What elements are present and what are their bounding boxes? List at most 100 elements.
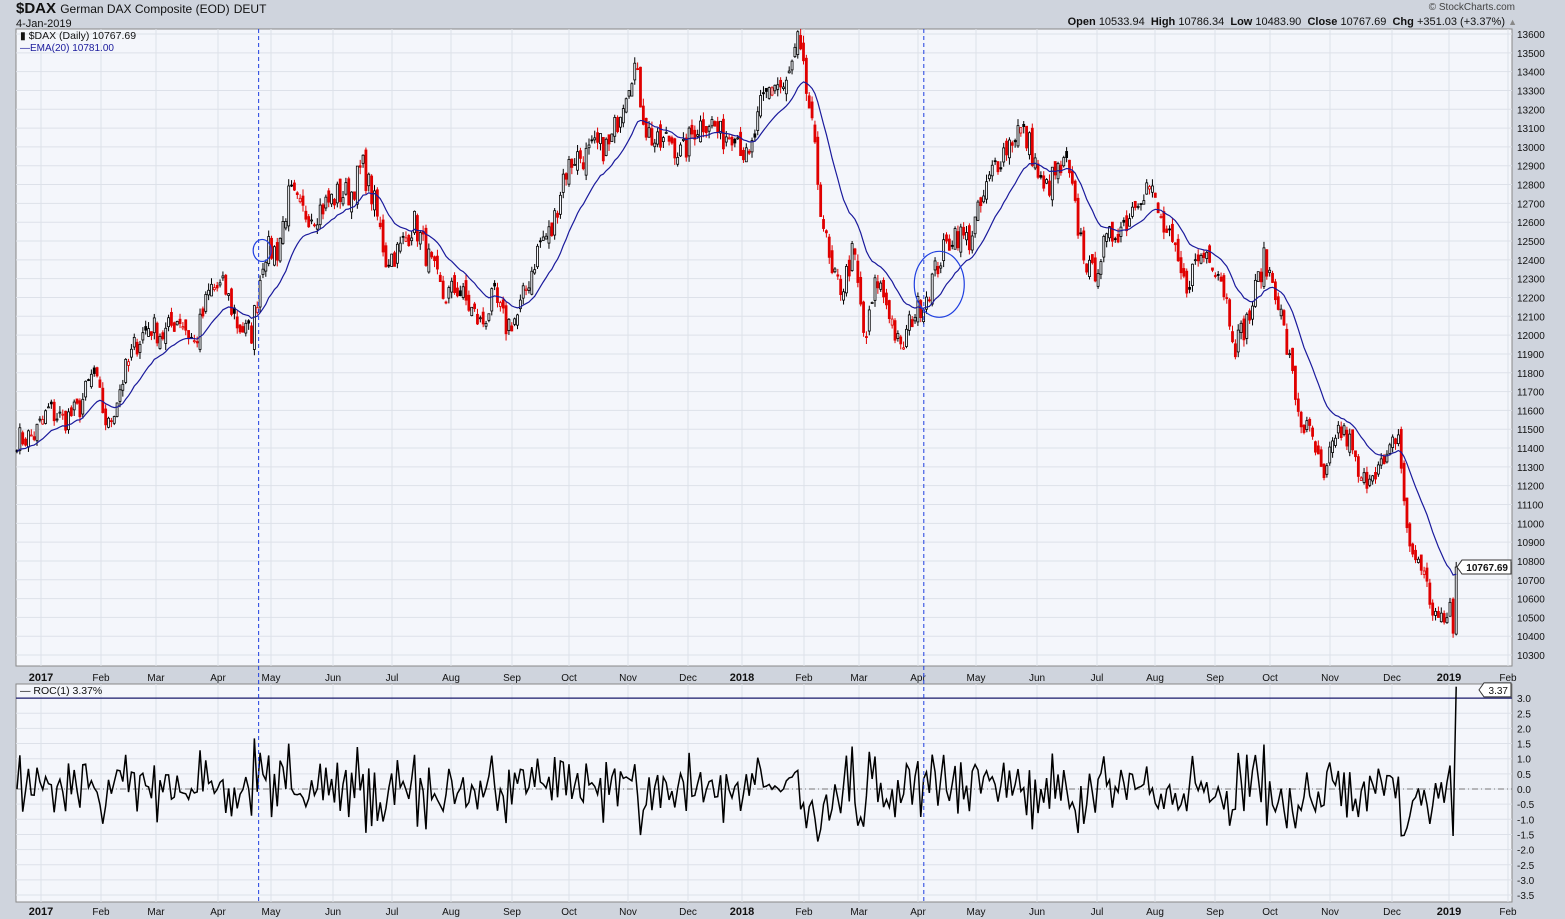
candle-body <box>238 324 242 333</box>
candle-body <box>736 137 740 140</box>
candle-body <box>1242 318 1246 341</box>
candle-body <box>1062 157 1066 167</box>
candle-body <box>1448 601 1452 617</box>
candle-body <box>613 117 617 137</box>
candle-body <box>576 151 579 171</box>
time-tick-label: Feb <box>795 907 813 918</box>
candle-body <box>690 124 694 135</box>
candle-body <box>458 290 462 297</box>
price-tick-label: 13400 <box>1517 68 1545 79</box>
price-tick-label: 10300 <box>1517 651 1545 662</box>
roc-tick-label: 1.5 <box>1517 740 1531 751</box>
candle-body <box>985 181 988 200</box>
candle-body <box>979 197 983 207</box>
candle-body <box>1208 245 1212 263</box>
candle-body <box>1316 445 1320 455</box>
candle-body <box>1371 475 1375 482</box>
price-tick-label: 12000 <box>1517 331 1545 342</box>
candle-body <box>847 259 851 277</box>
candle-body <box>1233 343 1237 358</box>
candle-body <box>84 380 88 398</box>
candle-body <box>702 119 705 133</box>
candle-body <box>593 137 597 141</box>
candle-body <box>330 193 334 205</box>
candle-body <box>913 316 917 322</box>
price-tick-label: 10500 <box>1517 613 1545 624</box>
candle-body <box>887 300 891 320</box>
candle-body <box>579 150 582 159</box>
candle-body <box>1076 197 1080 236</box>
time-tick-label: Feb <box>1499 673 1517 684</box>
candle-body <box>696 134 700 137</box>
time-tick-label: Jul <box>386 907 399 918</box>
candle-body <box>313 224 316 227</box>
candle-body <box>1148 186 1151 190</box>
candle-body <box>910 319 914 328</box>
candle-body <box>550 222 554 236</box>
candle-body <box>1256 271 1260 282</box>
candle-body <box>135 341 139 355</box>
candle-body <box>1425 567 1429 582</box>
candle-body <box>1225 297 1229 299</box>
candle-body <box>739 131 742 157</box>
candle-body <box>353 191 356 200</box>
ema-line <box>16 81 1457 576</box>
candle-body <box>719 120 722 134</box>
close-value: 10767.69 <box>1340 16 1387 28</box>
candle-body <box>1013 140 1017 143</box>
open-value: 10533.94 <box>1098 16 1145 28</box>
candle-body <box>1156 202 1160 214</box>
candle-body <box>52 401 56 422</box>
candle-body <box>1374 471 1377 480</box>
roc-last-tag-box <box>1478 682 1512 698</box>
candle-body <box>75 398 79 404</box>
candle-body <box>993 160 997 163</box>
candle-body <box>762 92 765 95</box>
time-tick-label: Apr <box>910 673 926 684</box>
candle-body <box>310 219 313 222</box>
candle-body <box>1162 211 1166 233</box>
candle-body <box>1279 308 1283 317</box>
candle-body <box>1065 151 1069 158</box>
candle-body <box>275 242 279 261</box>
candle-body <box>1093 257 1097 282</box>
time-tick-label: Feb <box>795 673 813 684</box>
candle-body <box>1274 281 1277 301</box>
candle-body <box>1296 398 1300 412</box>
candle-body <box>879 282 883 290</box>
candle-body <box>476 313 479 325</box>
candle-body <box>401 235 405 238</box>
candle-body <box>172 322 176 332</box>
time-tick-label: Sep <box>1206 907 1224 918</box>
candle-body <box>167 317 170 328</box>
candle-body <box>287 185 291 227</box>
candle-body <box>927 299 931 302</box>
candle-body <box>367 173 371 187</box>
copyright: © StockCharts.com <box>1428 2 1515 13</box>
candle-body <box>1122 219 1126 223</box>
candle-body <box>776 84 780 90</box>
candle-body <box>619 116 622 128</box>
price-tick-label: 11300 <box>1517 463 1545 474</box>
candle-body <box>1294 365 1297 400</box>
candle-body <box>641 105 645 125</box>
candle-body <box>41 419 45 425</box>
candle-body <box>1408 523 1412 547</box>
roc-tick-label: 0.0 <box>1517 785 1531 796</box>
candle-body <box>1365 471 1369 489</box>
time-tick-label: Mar <box>147 907 165 918</box>
candle-body <box>347 178 351 206</box>
candle-body <box>870 301 874 304</box>
candle-body <box>27 430 30 448</box>
candle-body <box>633 62 637 81</box>
candle-body <box>1068 159 1071 174</box>
candle-body <box>112 416 116 424</box>
price-tick-label: 12900 <box>1517 162 1545 173</box>
candle-body <box>355 165 359 205</box>
candle-body <box>836 274 840 277</box>
time-tick-label: Oct <box>1262 673 1278 684</box>
candle-body <box>89 373 93 388</box>
time-tick-label: Jun <box>1029 907 1045 918</box>
roc-tick-label: 2.0 <box>1517 724 1531 735</box>
candle-body <box>1193 259 1197 262</box>
